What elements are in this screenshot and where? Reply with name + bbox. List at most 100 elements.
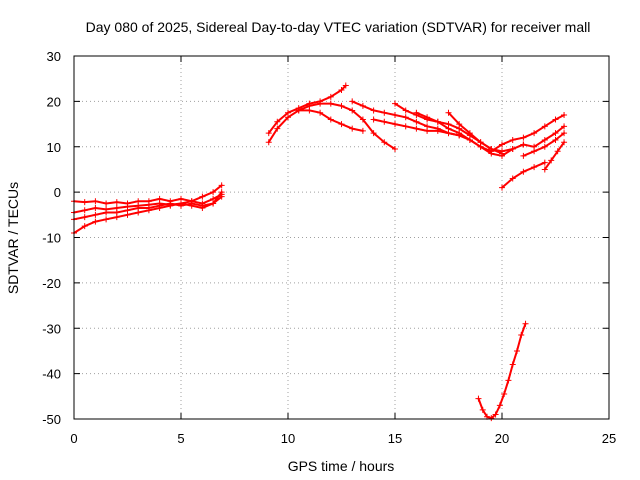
data-point <box>434 118 441 125</box>
data-point <box>402 123 409 130</box>
data-point <box>188 202 195 209</box>
x-tick-label: 5 <box>177 431 184 446</box>
data-point <box>359 102 366 109</box>
data-point <box>552 116 559 123</box>
x-axis: 0 5 10 15 20 25 <box>70 56 616 446</box>
data-point <box>392 121 398 128</box>
x-tick-label: 0 <box>70 431 77 446</box>
data-point <box>92 205 99 212</box>
data-point <box>81 214 88 221</box>
data-point <box>445 125 452 132</box>
data-point <box>81 207 88 214</box>
y-tick-label: 30 <box>47 49 61 64</box>
data-point <box>135 209 142 216</box>
data-point <box>92 218 99 225</box>
data-point <box>445 109 452 116</box>
y-tick-label: -10 <box>42 231 61 246</box>
series-trace-18 <box>475 320 529 422</box>
data-point <box>509 361 516 368</box>
data-point <box>561 123 568 130</box>
series-trace-7 <box>295 100 398 153</box>
data-point <box>338 102 345 109</box>
series-line <box>297 102 396 150</box>
data-point <box>381 118 388 125</box>
data-point <box>338 121 345 128</box>
series-trace-2 <box>71 191 225 216</box>
data-point <box>522 320 529 327</box>
data-point <box>424 127 431 134</box>
data-series <box>71 82 568 422</box>
data-point <box>488 148 495 155</box>
data-point <box>327 93 334 100</box>
data-point <box>295 107 302 114</box>
data-point <box>552 130 559 137</box>
data-point <box>381 139 388 146</box>
data-point <box>505 377 512 384</box>
data-point <box>509 146 516 153</box>
data-point <box>103 216 110 223</box>
data-point <box>434 127 441 134</box>
data-point <box>402 107 409 114</box>
data-point <box>381 109 388 116</box>
data-point <box>424 114 431 121</box>
data-point <box>349 125 356 132</box>
data-point <box>274 125 281 132</box>
data-point <box>199 193 206 200</box>
data-point <box>541 143 548 150</box>
y-tick-label: -40 <box>42 367 61 382</box>
data-point <box>499 184 505 191</box>
x-tick-label: 10 <box>281 431 295 446</box>
y-tick-label: 0 <box>54 185 61 200</box>
data-point <box>81 223 88 230</box>
data-point <box>477 139 484 146</box>
data-point <box>338 87 345 94</box>
data-point <box>520 141 527 148</box>
data-point <box>92 198 99 205</box>
data-point <box>413 118 420 125</box>
data-point <box>466 130 473 137</box>
data-point <box>520 134 527 141</box>
series-trace-9 <box>370 116 495 155</box>
data-point <box>392 111 398 118</box>
data-point <box>509 175 516 182</box>
data-point <box>501 391 508 398</box>
data-point <box>327 116 334 123</box>
y-tick-label: 10 <box>47 140 61 155</box>
series-line <box>267 109 364 144</box>
data-point <box>456 121 463 128</box>
data-point <box>552 136 559 143</box>
data-point <box>370 130 377 137</box>
y-tick-label: 20 <box>47 94 61 109</box>
series-line <box>490 114 566 153</box>
data-point <box>156 205 163 212</box>
data-point <box>509 136 516 143</box>
data-point <box>554 148 561 155</box>
chart-title: Day 080 of 2025, Sidereal Day-to-day VTE… <box>86 19 591 35</box>
data-point <box>92 211 99 218</box>
data-point <box>492 411 499 418</box>
data-point <box>210 200 217 207</box>
data-point <box>370 107 377 114</box>
data-point <box>81 199 88 206</box>
data-point <box>496 402 503 409</box>
series-trace-13 <box>488 111 568 155</box>
series-trace-6 <box>265 107 366 146</box>
y-axis-label: SDTVAR / TECUs <box>5 182 21 294</box>
data-point <box>466 136 473 143</box>
series-line <box>477 322 527 420</box>
data-point <box>178 200 184 207</box>
data-point <box>124 211 131 218</box>
data-point <box>359 127 366 134</box>
y-tick-label: -30 <box>42 321 61 336</box>
data-point <box>103 209 110 216</box>
series-line <box>543 141 566 171</box>
data-point <box>541 166 548 173</box>
y-tick-label: -20 <box>42 276 61 291</box>
x-tick-label: 15 <box>388 431 402 446</box>
data-point <box>531 148 538 155</box>
data-point <box>167 202 174 209</box>
series-trace-16 <box>520 130 568 159</box>
data-point <box>317 109 324 116</box>
data-point <box>479 406 486 413</box>
data-point <box>265 130 272 137</box>
